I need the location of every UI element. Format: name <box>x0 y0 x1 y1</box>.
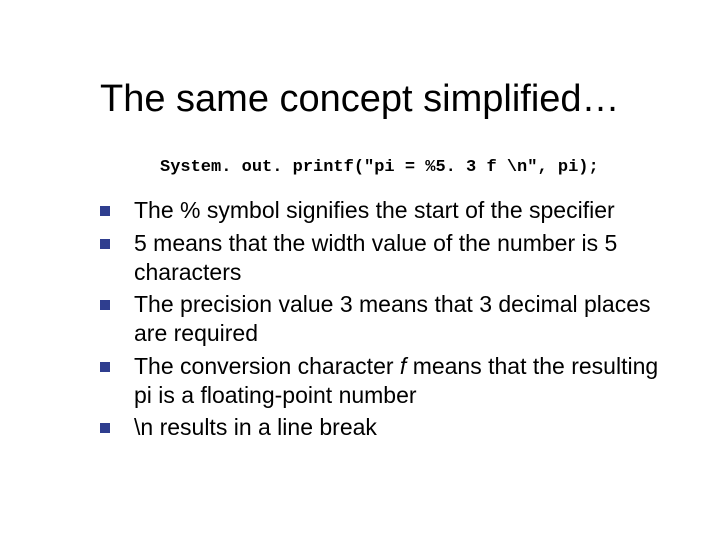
bullet-text: The conversion character f means that th… <box>134 352 660 410</box>
bullet-text: 5 means that the width value of the numb… <box>134 229 660 287</box>
list-item: The % symbol signifies the start of the … <box>100 196 660 225</box>
bullet-list: The % symbol signifies the start of the … <box>100 196 660 446</box>
square-bullet-icon <box>100 239 110 249</box>
list-item: The conversion character f means that th… <box>100 352 660 410</box>
list-item: \n results in a line break <box>100 413 660 442</box>
square-bullet-icon <box>100 423 110 433</box>
list-item: 5 means that the width value of the numb… <box>100 229 660 287</box>
code-line: System. out. printf("pi = %5. 3 f \n", p… <box>160 158 599 177</box>
slide-title: The same concept simplified… <box>100 78 620 121</box>
bullet-text: The % symbol signifies the start of the … <box>134 196 660 225</box>
list-item: The precision value 3 means that 3 decim… <box>100 290 660 348</box>
square-bullet-icon <box>100 206 110 216</box>
square-bullet-icon <box>100 300 110 310</box>
bullet-text: The precision value 3 means that 3 decim… <box>134 290 660 348</box>
slide: The same concept simplified… System. out… <box>0 0 720 540</box>
bullet-text: \n results in a line break <box>134 413 660 442</box>
square-bullet-icon <box>100 362 110 372</box>
